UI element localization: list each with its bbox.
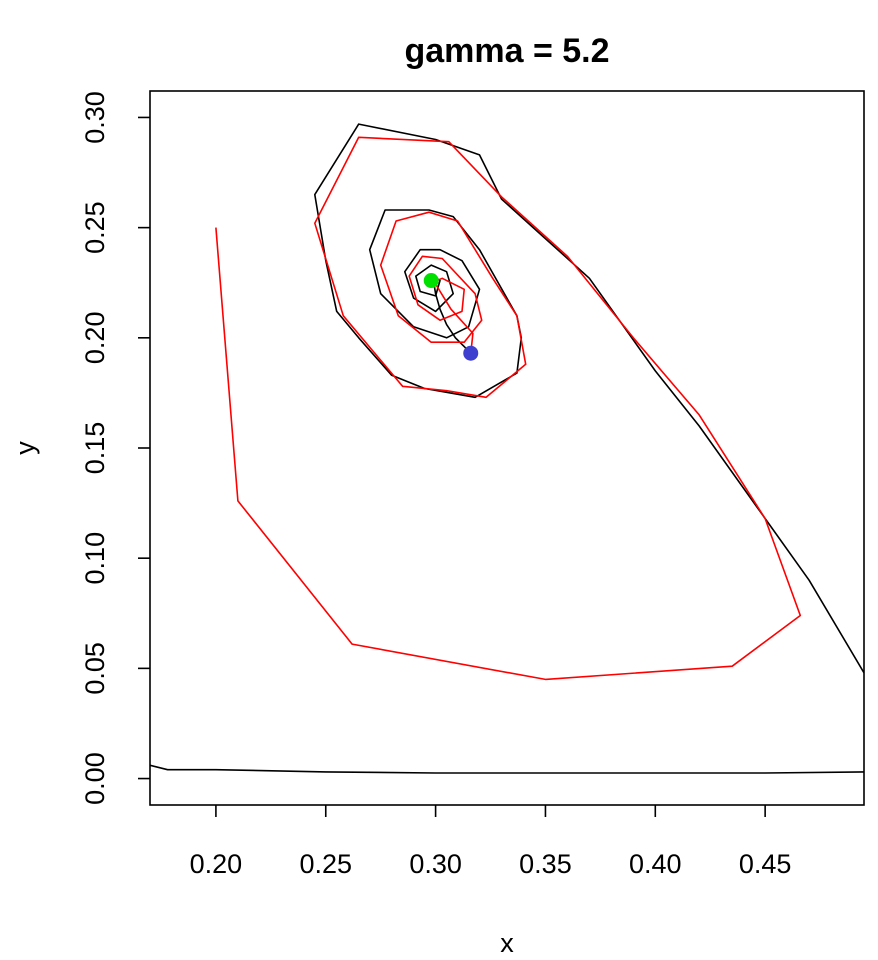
trajectory-line-3 (432, 280, 472, 354)
equilibrium-point (423, 273, 439, 289)
y-tick-label: 0.15 (80, 422, 110, 475)
y-tick-label: 0.00 (80, 752, 110, 805)
y-tick-label: 0.10 (80, 532, 110, 585)
start-point (463, 345, 479, 361)
trajectory-line-1 (150, 764, 864, 774)
plot-area (150, 123, 864, 774)
x-axis: 0.20 0.25 0.30 0.35 0.40 0.45 (190, 805, 792, 879)
x-tick-label: 0.25 (299, 849, 352, 879)
x-tick-label: 0.20 (190, 849, 243, 879)
y-axis: 0.00 0.05 0.10 0.15 0.20 0.25 0.30 (80, 91, 150, 805)
y-tick-label: 0.25 (80, 201, 110, 254)
x-axis-label: x (500, 928, 514, 958)
trajectory-line-2 (313, 123, 864, 674)
y-tick-label: 0.05 (80, 642, 110, 695)
y-axis-label: y (10, 441, 40, 455)
x-tick-label: 0.30 (409, 849, 462, 879)
chart-title: gamma = 5.2 (404, 32, 609, 70)
trajectory-line-4 (215, 136, 802, 681)
x-tick-label: 0.35 (519, 849, 572, 879)
x-tick-label: 0.40 (629, 849, 682, 879)
y-tick-label: 0.20 (80, 312, 110, 365)
y-tick-label: 0.30 (80, 91, 110, 144)
plot-frame (149, 90, 865, 806)
x-tick-label: 0.45 (739, 849, 792, 879)
